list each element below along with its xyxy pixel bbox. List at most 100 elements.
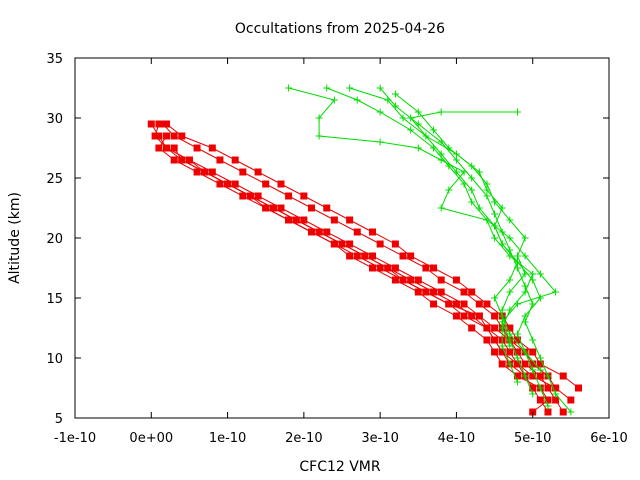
data-point [468, 162, 476, 170]
data-point [246, 192, 254, 200]
data-point [407, 126, 415, 134]
data-point [552, 384, 560, 392]
data-point [468, 186, 476, 194]
data-point [483, 324, 491, 332]
data-point [498, 324, 506, 332]
data-point [483, 180, 491, 188]
data-point [513, 378, 521, 386]
data-point [330, 216, 338, 224]
x-tick-label: 1e-10 [209, 431, 247, 446]
data-point [376, 264, 384, 272]
data-point [513, 108, 521, 116]
data-point [407, 276, 415, 284]
data-point [491, 336, 499, 344]
data-point [437, 288, 445, 296]
data-point [521, 372, 529, 380]
data-point [513, 330, 521, 338]
data-point [529, 270, 537, 278]
data-point [376, 240, 384, 248]
data-point [391, 264, 399, 272]
data-point [346, 84, 354, 92]
data-point [224, 180, 232, 188]
data-point [536, 354, 544, 362]
series-12 [391, 90, 529, 350]
data-point [483, 300, 491, 308]
data-point [491, 234, 499, 242]
data-point [384, 264, 392, 272]
data-point [170, 144, 178, 152]
data-point [521, 270, 529, 278]
data-point [391, 276, 399, 284]
data-point [491, 348, 499, 356]
series-line [150, 123, 564, 413]
data-point [376, 138, 384, 146]
data-point [483, 336, 491, 344]
data-point [163, 132, 171, 140]
data-point [399, 252, 407, 260]
data-point [170, 132, 178, 140]
data-point [307, 228, 315, 236]
y-tick-label: 10 [46, 352, 63, 367]
series-line [158, 135, 549, 413]
data-point [536, 360, 544, 368]
data-point [330, 240, 338, 248]
data-point [460, 312, 468, 320]
data-point [567, 396, 575, 404]
data-point [506, 324, 514, 332]
data-point [460, 180, 468, 188]
data-point [323, 228, 331, 236]
data-point [155, 120, 163, 128]
data-point [491, 294, 499, 302]
data-point [506, 348, 514, 356]
data-point [193, 144, 201, 152]
data-point [277, 180, 285, 188]
data-point [498, 342, 506, 350]
data-point [452, 276, 460, 284]
data-point [513, 336, 521, 344]
x-tick-label: 3e-10 [361, 431, 399, 446]
data-point [513, 354, 521, 362]
data-point [399, 276, 407, 284]
data-point [529, 348, 537, 356]
data-point [468, 174, 476, 182]
series-1 [151, 120, 552, 416]
data-point [391, 90, 399, 98]
data-point [239, 192, 247, 200]
data-point [430, 126, 438, 134]
data-point [544, 408, 552, 416]
data-point [414, 288, 422, 296]
data-point [330, 96, 338, 104]
data-point [468, 198, 476, 206]
data-point [506, 288, 514, 296]
data-point [521, 360, 529, 368]
data-point [407, 114, 415, 122]
data-point [445, 300, 453, 308]
data-point [475, 312, 483, 320]
data-point [536, 270, 544, 278]
y-tick-label: 35 [46, 52, 63, 67]
data-point [361, 252, 369, 260]
data-point [498, 240, 506, 248]
data-point [521, 312, 529, 320]
data-point [292, 216, 300, 224]
data-point [498, 360, 506, 368]
data-point [353, 96, 361, 104]
y-tick-label: 5 [55, 412, 63, 427]
data-point [513, 372, 521, 380]
x-tick-label: 6e-10 [590, 431, 628, 446]
data-point [544, 396, 552, 404]
data-point [178, 132, 186, 140]
data-point [369, 252, 377, 260]
data-point [506, 360, 514, 368]
data-point [262, 180, 270, 188]
data-point [529, 336, 537, 344]
data-point [285, 216, 293, 224]
data-point [307, 204, 315, 212]
x-tick-label: -1e-10 [54, 431, 96, 446]
data-point [430, 288, 438, 296]
data-point [208, 168, 216, 176]
data-point [529, 384, 537, 392]
data-point [544, 402, 552, 410]
data-point [155, 132, 163, 140]
data-point [468, 324, 476, 332]
